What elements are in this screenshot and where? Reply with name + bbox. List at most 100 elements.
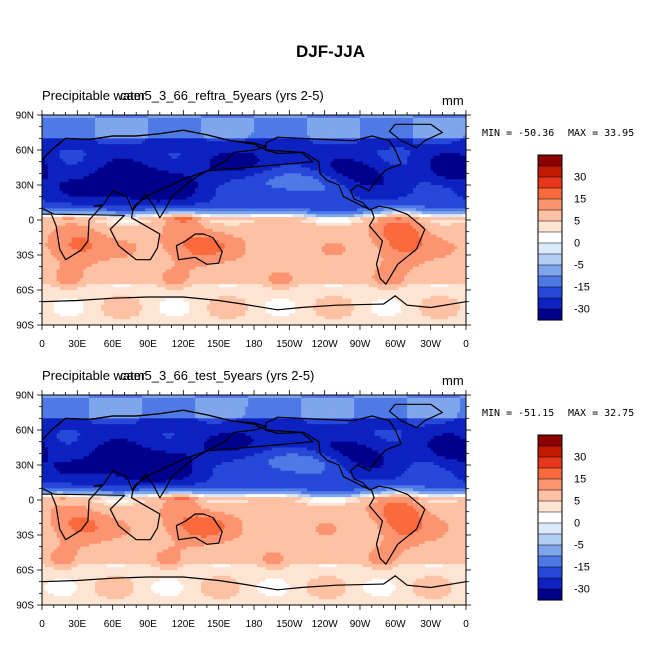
variable-label: Precipitable water	[42, 88, 145, 103]
coastlines	[42, 403, 466, 591]
max-label: MAX = 32.75	[568, 408, 634, 419]
colorbar-label: -30	[574, 584, 590, 596]
x-tick-label: 90E	[139, 339, 157, 350]
colorbar-swatch	[537, 286, 563, 299]
x-tick-label: 0	[463, 619, 469, 630]
colorbar-swatch	[537, 522, 563, 535]
colorbar-swatch	[537, 478, 563, 491]
panel-test: Precipitable water cam5_3_66_test_5years…	[0, 365, 661, 645]
x-tick-label: 120W	[312, 339, 339, 350]
x-tick-label: 150W	[276, 339, 303, 350]
contour-map: 0 30E 60E 90E 120E 150E 180 150W 120W 90W 60W 30W 09…	[16, 110, 590, 350]
y-tick-label: 30N	[16, 181, 34, 192]
x-tick-label: 60E	[104, 339, 122, 350]
colorbar-swatch	[537, 209, 563, 222]
colorbar-label: 0	[574, 518, 580, 530]
min-label: MIN = -50.36	[482, 128, 554, 139]
y-tick-label: 0	[28, 216, 34, 227]
colorbar-swatch	[537, 187, 563, 200]
x-tick-label: 90W	[350, 339, 371, 350]
x-tick-label: 60E	[104, 619, 122, 630]
y-tick-label: 60S	[16, 566, 34, 577]
y-tick-label: 90S	[16, 321, 34, 332]
x-tick-label: 0	[463, 339, 469, 350]
colorbar-swatch	[537, 544, 563, 557]
colorbar-label: -15	[574, 562, 590, 574]
y-tick-label: 60S	[16, 286, 34, 297]
x-tick-label: 60W	[385, 619, 406, 630]
figure-title: DJF-JJA	[0, 42, 661, 62]
x-tick-label: 180	[246, 619, 263, 630]
units-label: mm	[442, 373, 464, 388]
colorbar-swatch	[537, 297, 563, 310]
colorbar-label: 15	[574, 194, 586, 206]
contour-field	[42, 115, 466, 325]
x-tick-label: 0	[39, 619, 45, 630]
coastlines	[42, 123, 466, 311]
panel-reftra: Precipitable water cam5_3_66_reftra_5yea…	[0, 85, 661, 365]
x-tick-label: 120E	[172, 619, 196, 630]
colorbar-swatch	[537, 588, 563, 601]
colorbar-swatch	[537, 445, 563, 458]
colorbar-swatch	[537, 566, 563, 579]
y-tick-label: 60N	[16, 146, 34, 157]
y-tick-label: 30N	[16, 461, 34, 472]
colorbar-label: -5	[574, 540, 584, 552]
colorbar-swatch	[537, 456, 563, 469]
colorbar: 30 15 5 0 -5 -15 -30	[537, 434, 590, 601]
colorbar-swatch	[537, 308, 563, 321]
x-tick-label: 120W	[312, 619, 339, 630]
max-label: MAX = 33.95	[568, 128, 634, 139]
colorbar-swatch	[537, 231, 563, 244]
x-tick-label: 150W	[276, 619, 303, 630]
x-tick-label: 30E	[68, 339, 86, 350]
x-tick-label: 30W	[420, 339, 441, 350]
x-tick-label: 90E	[139, 619, 157, 630]
colorbar-swatch	[537, 275, 563, 288]
colorbar-label: 5	[574, 496, 580, 508]
y-tick-label: 30S	[16, 251, 34, 262]
colorbar-label: 30	[574, 452, 586, 464]
contour-field	[42, 395, 466, 605]
colorbar-swatch	[537, 242, 563, 255]
colorbar-swatch	[537, 500, 563, 513]
x-tick-label: 30W	[420, 619, 441, 630]
colorbar-label: -30	[574, 304, 590, 316]
colorbar-swatch	[537, 434, 563, 447]
case-label: cam5_3_66_reftra_5years (yrs 2-5)	[120, 88, 324, 103]
colorbar-swatch	[537, 165, 563, 178]
y-tick-label: 90S	[16, 601, 34, 612]
colorbar-label: 15	[574, 474, 586, 486]
colorbar-swatch	[537, 198, 563, 211]
colorbar-swatch	[537, 511, 563, 524]
colorbar-swatch	[537, 555, 563, 568]
x-tick-label: 90W	[350, 619, 371, 630]
y-tick-label: 90N	[16, 111, 34, 122]
units-label: mm	[442, 93, 464, 108]
variable-label: Precipitable water	[42, 368, 145, 383]
x-tick-label: 180	[246, 339, 263, 350]
colorbar-swatch	[537, 176, 563, 189]
x-tick-label: 60W	[385, 339, 406, 350]
colorbar-swatch	[537, 467, 563, 480]
colorbar-swatch	[537, 154, 563, 167]
colorbar-swatch	[537, 533, 563, 546]
x-tick-label: 150E	[207, 619, 231, 630]
colorbar-swatch	[537, 264, 563, 277]
colorbar-label: -15	[574, 282, 590, 294]
x-tick-label: 150E	[207, 339, 231, 350]
colorbar-swatch	[537, 253, 563, 266]
y-tick-label: 0	[28, 496, 34, 507]
colorbar-label: 0	[574, 238, 580, 250]
case-label: cam5_3_66_test_5years (yrs 2-5)	[120, 368, 314, 383]
colorbar-swatch	[537, 577, 563, 590]
colorbar-swatch	[537, 220, 563, 233]
min-label: MIN = -51.15	[482, 408, 554, 419]
y-tick-label: 60N	[16, 426, 34, 437]
colorbar-swatch	[537, 489, 563, 502]
colorbar-label: 5	[574, 216, 580, 228]
x-tick-label: 120E	[172, 339, 196, 350]
y-tick-label: 30S	[16, 531, 34, 542]
y-tick-label: 90N	[16, 391, 34, 402]
x-tick-label: 0	[39, 339, 45, 350]
